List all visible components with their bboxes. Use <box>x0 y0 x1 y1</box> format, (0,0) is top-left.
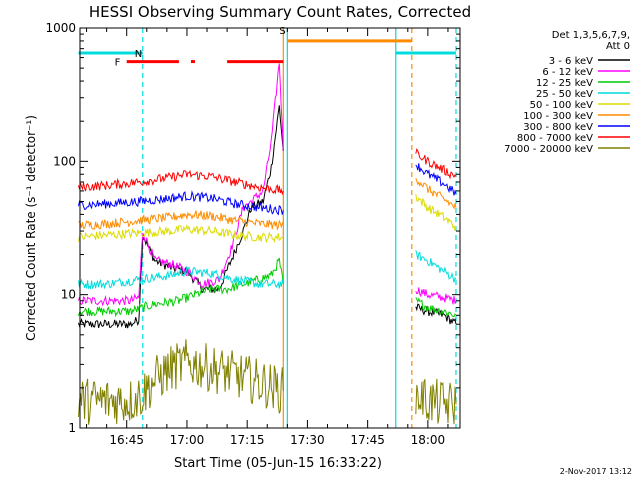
series-line <box>78 105 284 329</box>
legend-label: 3 - 6 keV <box>549 56 593 67</box>
legend-label: 6 - 12 keV <box>542 67 593 78</box>
y-tick-label: 1 <box>68 421 76 435</box>
series-line <box>415 250 457 283</box>
series-line <box>415 297 457 318</box>
x-axis-label: Start Time (05-Jun-15 16:33:22) <box>174 456 382 471</box>
series-line <box>78 339 284 425</box>
x-tick-label: 17:30 <box>290 433 325 447</box>
x-tick-label: 16:45 <box>109 433 144 447</box>
legend-header: Att 0 <box>606 41 630 52</box>
series-line <box>415 378 457 425</box>
x-tick-label: 17:15 <box>230 433 265 447</box>
y-tick-label: 100 <box>53 154 76 168</box>
series-line <box>415 303 457 325</box>
y-tick-label: 10 <box>61 288 76 302</box>
legend-label: 25 - 50 keV <box>536 89 593 100</box>
series-line <box>78 210 284 231</box>
x-tick-label: 17:00 <box>170 433 205 447</box>
chart-title: HESSI Observing Summary Count Rates, Cor… <box>89 3 471 21</box>
series-line <box>78 223 284 244</box>
series-line <box>78 265 284 290</box>
legend-header: Det 1,3,5,6,7,9, <box>552 30 630 41</box>
series-line <box>78 63 284 307</box>
series-line <box>415 147 457 180</box>
legend-label: 12 - 25 keV <box>536 78 593 89</box>
annotation-f: F <box>115 58 121 69</box>
x-tick-label: 18:00 <box>411 433 446 447</box>
y-tick-label: 1000 <box>45 21 76 35</box>
plot-frame <box>79 27 461 429</box>
series-line <box>78 169 284 196</box>
y-axis-label: Corrected Count Rate (s⁻¹ detector⁻¹) <box>24 115 38 341</box>
series-line <box>415 178 457 210</box>
timestamp: 2-Nov-2017 13:12 <box>560 467 632 476</box>
legend-label: 800 - 7000 keV <box>517 133 593 144</box>
annotation-n: N <box>135 49 142 60</box>
x-tick-label: 17:45 <box>350 433 385 447</box>
plot-area: N F S 1 10 100 1000 16:45 17:00 17:15 17:30 17:45 18… <box>45 21 461 447</box>
legend-label: 50 - 100 keV <box>530 100 594 111</box>
legend-label: 7000 - 20000 keV <box>504 144 593 155</box>
legend-label: 300 - 800 keV <box>523 122 593 133</box>
annotation-s: S <box>279 26 285 37</box>
series-line <box>415 287 457 305</box>
legend-label: 100 - 300 keV <box>523 111 593 122</box>
series-line <box>78 257 284 318</box>
series-line <box>78 190 284 216</box>
series-line <box>415 163 457 196</box>
series-line <box>415 194 457 231</box>
